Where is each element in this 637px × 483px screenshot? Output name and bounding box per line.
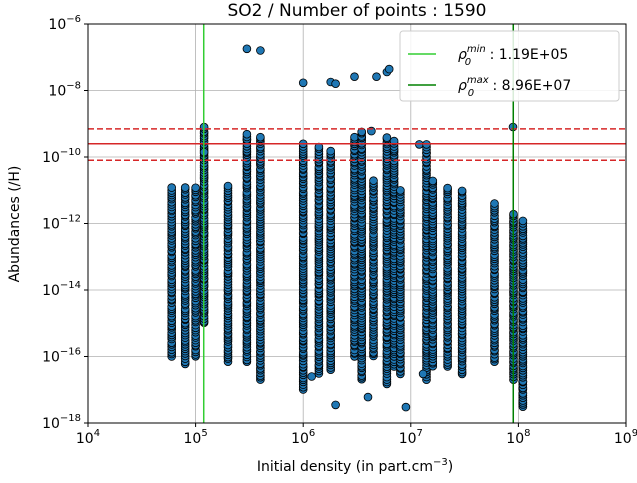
legend-box [399,30,620,102]
data-point [363,392,373,402]
data-point [307,372,317,381]
data-point [443,183,452,193]
data-point [418,369,428,379]
x-tick-label: 106 [291,428,315,447]
data-point [350,72,359,81]
y-tick-label: 10−16 [42,347,81,366]
y-axis: 10−18 10−16 10−14 10−12 10−10 10−8 10−6 [42,14,88,432]
x-tick-label: 109 [614,428,637,447]
data-point [384,64,394,74]
x-axis-label: Initial density (in part.cm−3) [257,457,453,475]
data-point [382,133,392,142]
data-point [191,183,200,193]
data-point [357,127,367,137]
x-tick-label: 104 [76,428,100,447]
x-tick-label: 107 [399,428,423,447]
data-points [167,44,528,412]
legend-entry: ρmax 0 : 8.96E+07 [458,75,571,99]
legend: ρmin 0 : 1.19E+05 ρmax 0 : 8.96E+07 [399,30,620,102]
data-point [180,183,190,192]
y-tick-label: 10−10 [42,147,81,166]
data-point [457,186,467,196]
chart-title: SO2 / Number of points : 1590 [227,1,486,21]
y-axis-label: Abundances (/H) [7,166,23,283]
x-tick-label: 108 [506,428,530,447]
x-tick-label: 105 [183,428,207,447]
data-point [401,402,411,412]
data-point [242,44,252,54]
data-point [256,46,265,55]
data-point [298,78,308,88]
data-point [256,132,265,142]
data-point [490,199,499,208]
data-point [369,176,378,186]
data-point [331,79,340,88]
data-point [223,181,233,191]
y-tick-label: 10−6 [48,14,81,33]
y-tick-label: 10−14 [42,280,81,299]
data-point [331,400,340,410]
y-tick-label: 10−8 [48,81,81,100]
data-point [372,72,381,81]
legend-entry: ρmin 0 : 1.19E+05 [458,44,568,68]
data-point [350,132,359,142]
y-tick-label: 10−18 [42,413,81,432]
data-point [518,216,528,226]
data-point [326,146,336,156]
data-point [167,183,177,192]
data-point [242,129,252,139]
x-axis: 104 105 106 107 108 109 [76,423,637,447]
data-point [428,176,438,186]
y-tick-label: 10−12 [42,214,81,233]
data-point [396,186,405,195]
